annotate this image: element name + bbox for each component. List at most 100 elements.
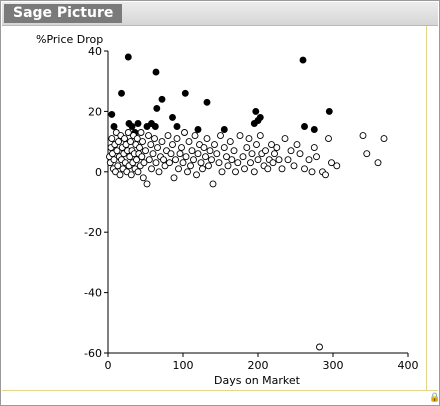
- data-point-open: [262, 147, 269, 155]
- data-point-open: [166, 159, 173, 167]
- data-point-open: [264, 165, 272, 173]
- data-point-open: [170, 174, 178, 182]
- data-point-open: [313, 153, 320, 161]
- y-tick-label: -40: [84, 287, 102, 300]
- data-point-open: [149, 150, 157, 158]
- data-point-open: [115, 138, 122, 146]
- data-point-open: [200, 144, 208, 152]
- data-point-open: [253, 141, 260, 149]
- data-point-open: [113, 147, 121, 155]
- data-points: [106, 53, 388, 351]
- data-point-filled: [181, 89, 189, 97]
- data-point-open: [224, 162, 232, 170]
- data-point-open: [308, 168, 316, 176]
- data-point-open: [248, 150, 256, 158]
- data-point-open: [175, 165, 182, 173]
- data-point-open: [148, 165, 155, 173]
- data-point-open: [188, 147, 196, 155]
- window-title: Sage Picture: [4, 4, 123, 23]
- x-tick-label: 300: [323, 359, 344, 372]
- data-point-open: [137, 129, 145, 136]
- resize-lock-icon[interactable]: 🔒: [429, 393, 440, 403]
- data-point-filled: [124, 53, 132, 61]
- data-point-open: [185, 138, 193, 146]
- data-point-open: [145, 132, 152, 140]
- data-point-open: [160, 156, 167, 164]
- data-point-filled: [325, 107, 333, 115]
- data-point-open: [154, 144, 161, 152]
- y-tick-label: 0: [95, 166, 102, 179]
- vertical-divider: [426, 26, 427, 390]
- data-point-open: [138, 153, 146, 161]
- data-point-open: [247, 159, 254, 167]
- data-point-open: [284, 156, 292, 164]
- data-point-open: [275, 156, 283, 164]
- data-point-open: [208, 156, 215, 164]
- x-tick-label: 0: [105, 359, 112, 372]
- data-point-filled: [169, 113, 176, 121]
- data-point-filled: [151, 123, 159, 130]
- data-point-open: [145, 156, 153, 164]
- data-point-open: [142, 147, 149, 155]
- data-point-open: [136, 144, 143, 152]
- data-point-open: [236, 132, 244, 140]
- data-point-open: [181, 129, 188, 136]
- data-point-filled: [108, 110, 116, 118]
- data-point-open: [325, 135, 332, 143]
- data-point-filled: [310, 126, 318, 133]
- data-point-open: [209, 180, 217, 188]
- data-point-open: [197, 159, 205, 167]
- data-point-open: [121, 135, 128, 143]
- title-bar[interactable]: Sage Picture: [2, 2, 438, 26]
- data-point-open: [133, 135, 141, 143]
- data-point-open: [245, 135, 253, 143]
- data-point-open: [301, 165, 308, 173]
- data-point-open: [211, 141, 218, 149]
- data-point-open: [191, 132, 199, 140]
- data-point-open: [147, 141, 155, 149]
- data-point-open: [220, 144, 228, 152]
- data-point-open: [305, 156, 313, 164]
- data-point-open: [193, 171, 200, 179]
- data-point-open: [380, 135, 388, 143]
- data-point-open: [322, 171, 329, 179]
- y-tick-label: 20: [88, 105, 102, 118]
- x-tick-label: 100: [173, 359, 194, 372]
- data-point-open: [194, 150, 202, 158]
- data-point-open: [179, 159, 187, 167]
- data-point-open: [250, 168, 258, 176]
- data-point-open: [239, 153, 247, 161]
- data-point-open: [290, 162, 298, 170]
- data-point-open: [178, 144, 185, 152]
- data-point-filled: [173, 123, 181, 130]
- data-point-open: [287, 147, 295, 155]
- x-tick-label: 200: [248, 359, 269, 372]
- data-point-open: [268, 141, 275, 149]
- data-point-open: [215, 159, 223, 167]
- y-tick-label: -20: [84, 226, 102, 239]
- data-point-open: [139, 138, 146, 146]
- data-point-open: [116, 171, 124, 179]
- data-point-open: [169, 141, 176, 149]
- data-point-open: [223, 153, 230, 161]
- data-point-open: [328, 159, 335, 167]
- data-point-open: [278, 165, 286, 173]
- data-point-open: [203, 135, 211, 143]
- data-point-filled: [152, 68, 160, 76]
- data-point-open: [167, 150, 175, 158]
- data-point-open: [206, 147, 214, 155]
- data-point-open: [158, 138, 166, 146]
- data-point-open: [124, 129, 132, 136]
- data-point-open: [213, 150, 221, 158]
- data-point-open: [187, 162, 194, 170]
- horizontal-divider: [2, 390, 438, 391]
- data-point-open: [155, 168, 163, 176]
- data-point-open: [176, 150, 184, 158]
- data-point-open: [374, 159, 382, 167]
- data-point-open: [152, 159, 160, 167]
- data-point-open: [218, 168, 226, 176]
- data-point-filled: [158, 95, 166, 103]
